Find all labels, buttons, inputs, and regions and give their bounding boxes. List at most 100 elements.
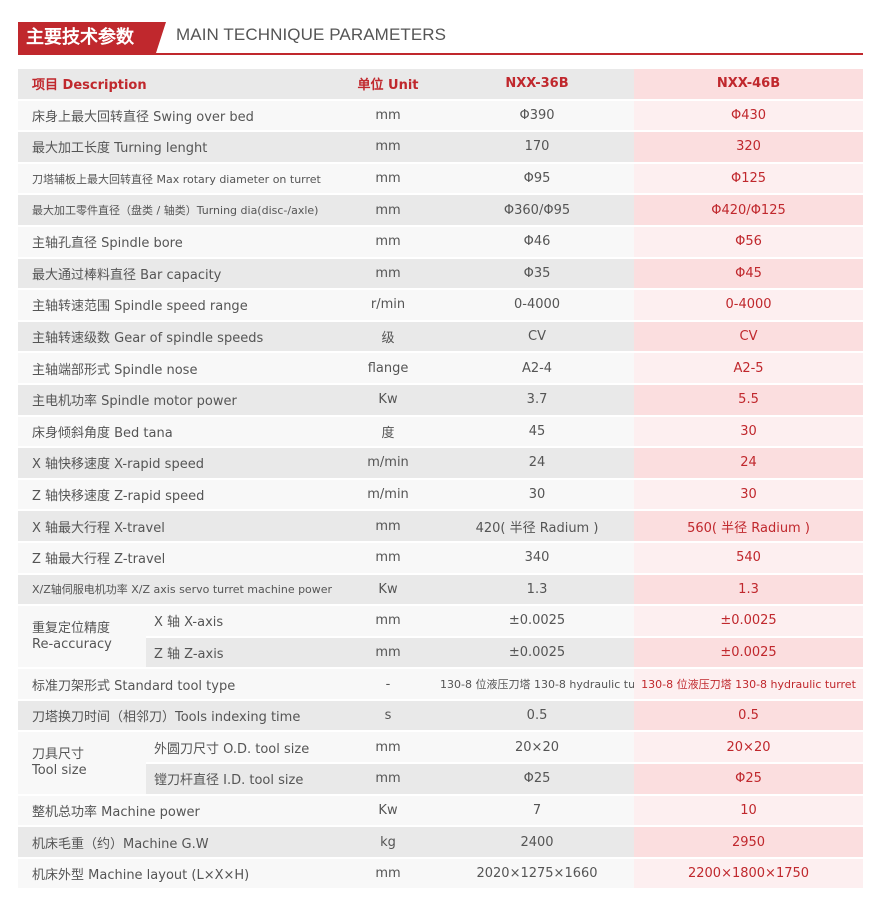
row-value-nxx46b: Φ125 — [634, 163, 864, 194]
row-value-nxx36b: 2020×1275×1660 — [440, 858, 635, 889]
row-unit: r/min — [336, 290, 441, 320]
row-value-nxx36b: Φ360/Φ95 — [440, 195, 635, 225]
row-value-nxx36b: 0.5 — [440, 700, 635, 731]
row-value-nxx46b: CV — [634, 321, 864, 352]
row-value-nxx46b: 20×20 — [634, 732, 864, 763]
row-unit: m/min — [336, 479, 441, 510]
table-row: 主轴转速范围 Spindle speed range r/min 0-4000 … — [18, 290, 864, 320]
column-header-unit: 单位 Unit — [336, 69, 441, 99]
row-value-nxx46b: ±0.0025 — [634, 637, 864, 668]
row-value-nxx46b: 2950 — [634, 827, 864, 857]
row-value-nxx36b: 130-8 位液压刀塔 130-8 hydraulic turret — [440, 669, 635, 699]
row-unit: mm — [336, 764, 441, 794]
row-unit: mm — [336, 542, 441, 573]
table-row: Z 轴 Z-axis mm ±0.0025 ±0.0025 — [18, 637, 864, 668]
row-value-nxx46b: 560( 半径 Radium ) — [634, 511, 864, 541]
row-value-nxx46b: 2200×1800×1750 — [634, 858, 864, 889]
row-value-nxx36b: 20×20 — [440, 732, 635, 763]
row-description: 机床毛重（约）Machine G.W — [18, 827, 337, 857]
row-value-nxx46b: 0.5 — [634, 700, 864, 731]
group-label-en: Re-accuracy — [32, 636, 112, 652]
row-value-nxx46b: A2-5 — [634, 353, 864, 383]
row-unit: mm — [336, 195, 441, 225]
table-row: 最大加工零件直径（盘类 / 轴类）Turning dia(disc-/axle)… — [18, 195, 864, 225]
group-label-re-accuracy: 重复定位精度 Re-accuracy — [18, 606, 146, 668]
row-description: 床身倾斜角度 Bed tana — [18, 416, 337, 447]
table-row: 最大通过棒料直径 Bar capacity mm Φ35 Φ45 — [18, 258, 864, 289]
parameters-table: 项目 Description 单位 Unit NXX-36B NXX-46B 床… — [18, 67, 864, 890]
row-value-nxx46b: 130-8 位液压刀塔 130-8 hydraulic turret — [634, 669, 864, 699]
row-value-nxx46b: 540 — [634, 542, 864, 573]
row-unit: mm — [336, 132, 441, 162]
table-row: Z 轴最大行程 Z-travel mm 340 540 — [18, 542, 864, 573]
table-row: 刀塔辅板上最大回转直径 Max rotary diameter on turre… — [18, 163, 864, 194]
row-description: Z 轴最大行程 Z-travel — [18, 542, 337, 573]
row-value-nxx46b: 10 — [634, 795, 864, 826]
row-value-nxx46b: 0-4000 — [634, 290, 864, 320]
table-row: 主轴转速级数 Gear of spindle speeds 级 CV CV — [18, 321, 864, 352]
row-description: 刀塔辅板上最大回转直径 Max rotary diameter on turre… — [18, 163, 337, 194]
row-unit: kg — [336, 827, 441, 857]
row-value-nxx36b: 420( 半径 Radium ) — [440, 511, 635, 541]
row-value-nxx36b: Φ390 — [440, 100, 635, 131]
row-value-nxx36b: Φ35 — [440, 258, 635, 289]
row-value-nxx46b: 320 — [634, 132, 864, 162]
row-unit: flange — [336, 353, 441, 383]
row-description: X 轴 X-axis — [146, 606, 337, 636]
row-unit: mm — [336, 606, 441, 636]
row-value-nxx46b: Φ25 — [634, 764, 864, 794]
row-unit: mm — [336, 226, 441, 257]
row-unit: 级 — [336, 321, 441, 352]
table-row: Z 轴快移速度 Z-rapid speed m/min 30 30 — [18, 479, 864, 510]
table-row: 床身倾斜角度 Bed tana 度 45 30 — [18, 416, 864, 447]
row-unit: Kw — [336, 384, 441, 415]
table-row: 床身上最大回转直径 Swing over bed mm Φ390 Φ430 — [18, 100, 864, 131]
row-description: 外圆刀尺寸 O.D. tool size — [146, 732, 337, 763]
table-row: 重复定位精度 Re-accuracy X 轴 X-axis mm ±0.0025… — [18, 606, 864, 668]
row-description: 最大通过棒料直径 Bar capacity — [18, 258, 337, 289]
row-unit: mm — [336, 163, 441, 194]
section-title-en: MAIN TECHNIQUE PARAMETERS — [176, 25, 447, 44]
table-header-row: 项目 Description 单位 Unit NXX-36B NXX-46B — [18, 69, 864, 99]
row-value-nxx46b: Φ45 — [634, 258, 864, 289]
row-value-nxx46b: 30 — [634, 479, 864, 510]
table-row: 机床外型 Machine layout (L×X×H) mm 2020×1275… — [18, 858, 864, 889]
section-title-cn: 主要技术参数 — [18, 22, 166, 53]
row-description: 主电机功率 Spindle motor power — [18, 384, 337, 415]
table-row: 最大加工长度 Turning lenght mm 170 320 — [18, 132, 864, 162]
column-header-nxx46b: NXX-46B — [634, 69, 864, 99]
row-description: 标准刀架形式 Standard tool type — [18, 669, 337, 699]
row-value-nxx46b: Φ56 — [634, 226, 864, 257]
row-value-nxx36b: 1.3 — [440, 574, 635, 605]
group-label-cn: 重复定位精度 — [32, 620, 111, 636]
row-description: X 轴快移速度 X-rapid speed — [18, 448, 337, 478]
row-unit: Kw — [336, 574, 441, 605]
row-value-nxx36b: ±0.0025 — [440, 606, 635, 636]
row-value-nxx36b: 0-4000 — [440, 290, 635, 320]
row-value-nxx46b: 30 — [634, 416, 864, 447]
group-label-en: Tool size — [32, 763, 87, 779]
row-value-nxx36b: 2400 — [440, 827, 635, 857]
table-row: 整机总功率 Machine power Kw 7 10 — [18, 795, 864, 826]
row-unit: Kw — [336, 795, 441, 826]
row-value-nxx36b: Φ95 — [440, 163, 635, 194]
row-value-nxx36b: Φ46 — [440, 226, 635, 257]
row-unit: mm — [336, 258, 441, 289]
row-value-nxx46b: 24 — [634, 448, 864, 478]
row-unit: m/min — [336, 448, 441, 478]
header-divider — [18, 53, 863, 55]
row-value-nxx36b: 45 — [440, 416, 635, 447]
row-value-nxx36b: 24 — [440, 448, 635, 478]
row-description: X 轴最大行程 X-travel — [18, 511, 337, 541]
row-description: X/Z轴伺服电机功率 X/Z axis servo turret machine… — [18, 574, 337, 605]
table-row: 主电机功率 Spindle motor power Kw 3.7 5.5 — [18, 384, 864, 415]
row-description: 刀塔换刀时间（相邻刀）Tools indexing time — [18, 700, 337, 731]
table-row: 镗刀杆直径 I.D. tool size mm Φ25 Φ25 — [18, 764, 864, 794]
row-value-nxx36b: ±0.0025 — [440, 637, 635, 668]
row-unit: mm — [336, 858, 441, 889]
column-header-nxx36b: NXX-36B — [440, 69, 635, 99]
row-unit: mm — [336, 637, 441, 668]
row-value-nxx46b: 5.5 — [634, 384, 864, 415]
row-unit: mm — [336, 511, 441, 541]
row-description: 主轴孔直径 Spindle bore — [18, 226, 337, 257]
